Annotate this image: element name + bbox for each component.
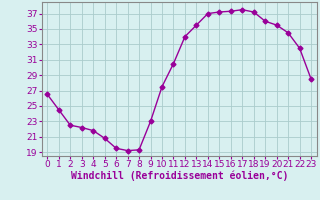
X-axis label: Windchill (Refroidissement éolien,°C): Windchill (Refroidissement éolien,°C) xyxy=(70,171,288,181)
